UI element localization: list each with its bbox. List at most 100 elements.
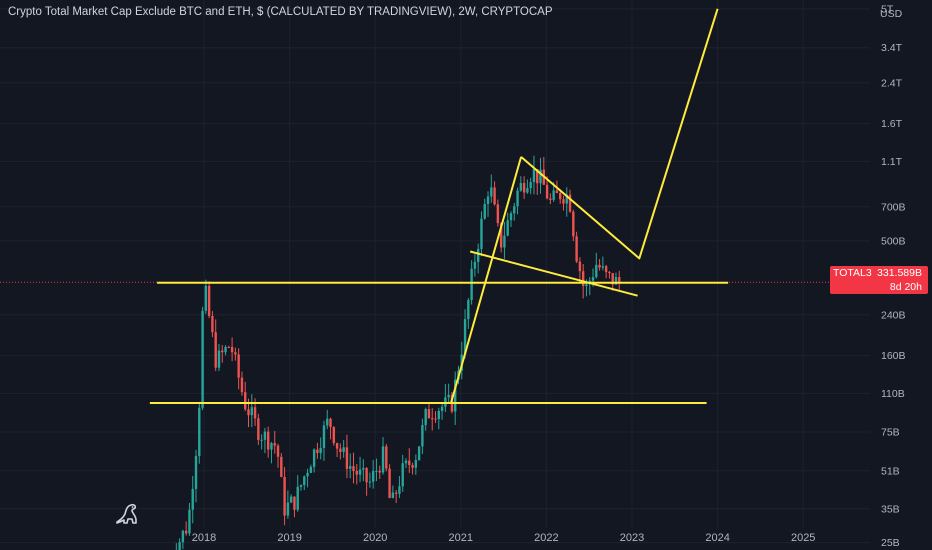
candle-body[interactable] [322,425,326,448]
candle-body[interactable] [591,277,595,281]
candle-body[interactable] [227,346,231,348]
candle-body[interactable] [572,211,575,237]
candle-body[interactable] [250,407,253,416]
trend-line-drawing[interactable] [450,156,523,404]
candle-body[interactable] [480,218,483,249]
candle-body[interactable] [178,542,181,550]
candle-body[interactable] [427,409,431,419]
candle-body[interactable] [293,496,296,510]
candle-body[interactable] [539,169,542,184]
candle-body[interactable] [559,193,562,200]
candle-body[interactable] [526,188,529,193]
candle-body[interactable] [562,199,565,204]
candle-body[interactable] [388,468,391,498]
candle-body[interactable] [234,352,237,355]
candle-body[interactable] [581,271,585,287]
candle-body[interactable] [575,236,578,262]
candle-body[interactable] [230,346,234,353]
candle-body[interactable] [470,268,473,300]
candle-body[interactable] [618,277,621,283]
candle-body[interactable] [401,463,404,487]
candle-body[interactable] [270,443,273,450]
candle-body[interactable] [355,471,358,475]
candle-body[interactable] [424,409,427,426]
candle-body[interactable] [536,169,539,184]
candle-body[interactable] [404,460,408,464]
candle-body[interactable] [604,266,608,272]
candle-body[interactable] [273,443,276,446]
candle-body[interactable] [447,394,450,398]
candle-body[interactable] [214,332,217,368]
candle-body[interactable] [296,486,299,510]
candle-body[interactable] [316,449,319,454]
candle-body[interactable] [260,439,263,441]
candle-body[interactable] [391,492,395,498]
candle-body[interactable] [257,418,260,440]
candle-body[interactable] [385,446,388,469]
candle-body[interactable] [280,456,283,477]
candle-body[interactable] [329,418,332,428]
time-axis[interactable]: 2018 2019 2020 2021 2022 2023 2024 2025 [192,532,816,544]
candle-body[interactable] [375,470,378,472]
candle-body[interactable] [349,466,352,469]
candle-body[interactable] [529,182,532,189]
candle-body[interactable] [263,431,267,440]
candle-body[interactable] [286,502,290,516]
candle-body[interactable] [224,346,227,353]
candle-body[interactable] [411,465,414,468]
candle-body[interactable] [467,299,470,320]
candle-body[interactable] [371,471,375,482]
candle-body[interactable] [408,460,411,466]
candle-body[interactable] [358,469,362,475]
candle-body[interactable] [496,204,500,224]
candle-body[interactable] [221,350,224,353]
candle-body[interactable] [312,449,316,467]
candle-body[interactable] [201,310,204,408]
candle-body[interactable] [319,447,322,454]
candle-body[interactable] [434,418,437,420]
candle-body[interactable] [414,460,418,468]
candle-body[interactable] [194,456,198,489]
candle-body[interactable] [309,466,313,473]
candle-body[interactable] [335,443,339,449]
candle-body[interactable] [614,277,618,285]
candle-body[interactable] [345,447,349,469]
candle-body[interactable] [568,194,572,212]
candle-body[interactable] [431,418,434,420]
candle-body[interactable] [519,183,523,191]
candle-body[interactable] [283,476,286,516]
candle-body[interactable] [493,187,496,205]
candle-body[interactable] [362,468,365,470]
candle-body[interactable] [240,377,244,393]
candle-body[interactable] [421,425,424,447]
candle-body[interactable] [545,184,549,199]
candle-body[interactable] [437,410,441,420]
candle-body[interactable] [532,169,536,183]
tradingview-logo-icon[interactable] [114,500,142,526]
candle-body[interactable] [266,431,270,450]
candle-body[interactable] [306,472,309,477]
candle-body[interactable] [473,261,477,269]
candle-body[interactable] [352,466,355,472]
candle-body[interactable] [394,492,398,494]
candle-body[interactable] [247,409,250,416]
candle-body[interactable] [417,446,421,461]
candle-body[interactable] [211,316,214,333]
candle-body[interactable] [509,213,513,221]
candle-body[interactable] [611,273,614,285]
candle-body[interactable] [368,481,372,483]
candle-body[interactable] [365,468,368,483]
candle-body[interactable] [490,187,493,197]
candle-body[interactable] [516,190,519,207]
candle-body[interactable] [503,235,506,248]
candle-body[interactable] [499,223,503,248]
candle-body[interactable] [454,379,457,412]
candle-body[interactable] [486,196,490,205]
trend-line-drawing[interactable] [520,8,719,260]
candle-body[interactable] [585,284,588,287]
candle-body[interactable] [552,190,555,200]
candle-body[interactable] [204,285,208,311]
